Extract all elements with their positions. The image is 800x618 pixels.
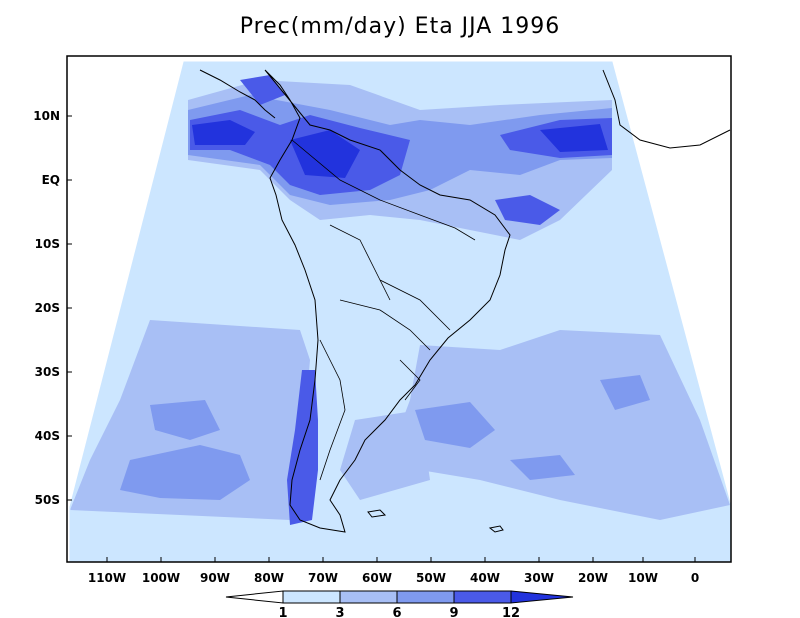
lat-label: 40S <box>35 429 60 443</box>
colorbar <box>225 590 574 604</box>
falkland-islands <box>367 509 387 518</box>
precip-patch-south-1 <box>120 445 250 500</box>
lat-label: EQ <box>42 173 60 187</box>
colorbar-label: 6 <box>392 606 401 618</box>
colorbar-segment-3-6 <box>339 590 398 604</box>
precip-patch-south-2 <box>150 400 220 440</box>
colorbar-label: 1 <box>278 606 287 618</box>
lon-label: 70W <box>308 571 338 585</box>
precip-patch-south-3 <box>415 402 495 448</box>
colorbar-segment-6-9 <box>396 590 455 604</box>
africa-coast <box>602 69 731 149</box>
lon-label: 100W <box>142 571 180 585</box>
lon-label: 90W <box>200 571 230 585</box>
precip-atlantic-core <box>540 124 608 152</box>
lon-label: 110W <box>88 571 126 585</box>
lon-label: 30W <box>524 571 554 585</box>
precip-band-south-mid <box>340 410 430 500</box>
plot-frame <box>66 55 732 563</box>
precip-band-south-east <box>395 330 730 520</box>
precip-itcz-core <box>192 120 255 145</box>
central-america-coast <box>199 69 276 119</box>
south-georgia <box>488 525 504 533</box>
lat-label: 30S <box>35 365 60 379</box>
coastlines <box>199 69 731 533</box>
lat-label: 10S <box>35 237 60 251</box>
colorbar-segment-below-1 <box>225 590 284 604</box>
lat-label: 10N <box>33 109 60 123</box>
south-america-coast <box>264 69 511 533</box>
lat-label: 50S <box>35 493 60 507</box>
colorbar-segment-1-3 <box>282 590 341 604</box>
country-borders <box>291 139 476 481</box>
domain-outline <box>69 61 732 562</box>
colorbar-segment-above-12 <box>510 590 574 604</box>
lon-label: 80W <box>254 571 284 585</box>
colorbar-segment-9-12 <box>453 590 512 604</box>
lon-label: 0 <box>691 571 699 585</box>
lat-label: 20S <box>35 301 60 315</box>
precip-patch-south-5 <box>600 375 650 410</box>
colorbar-label: 3 <box>335 606 344 618</box>
colorbar-label: 12 <box>502 606 520 618</box>
lon-label: 40W <box>470 571 500 585</box>
map-title: Prec(mm/day) Eta JJA 1996 <box>239 14 561 39</box>
precip-northern-core <box>240 75 285 105</box>
colorbar-label: 9 <box>449 606 458 618</box>
lon-label: 60W <box>362 571 392 585</box>
lon-label: 10W <box>628 571 658 585</box>
precip-atlantic-east <box>495 195 560 225</box>
precip-patch-south-4 <box>510 455 575 480</box>
precip-colombia-core <box>290 130 360 178</box>
lon-label: 20W <box>578 571 608 585</box>
precip-andes-south <box>287 370 318 525</box>
lat-axis <box>67 115 72 501</box>
lon-label: 50W <box>416 571 446 585</box>
lon-axis <box>106 557 696 562</box>
